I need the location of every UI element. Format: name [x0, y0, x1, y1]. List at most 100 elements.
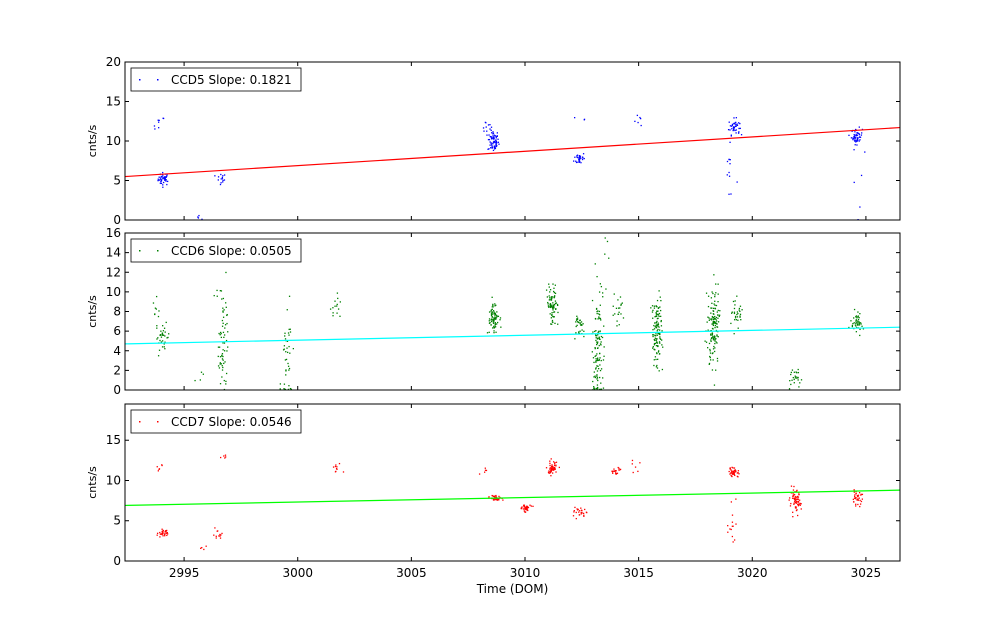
data-point — [705, 292, 708, 294]
data-point — [552, 304, 554, 306]
data-point — [156, 338, 158, 340]
data-point — [491, 145, 493, 147]
data-point — [737, 470, 740, 472]
data-point — [162, 175, 164, 177]
data-point — [159, 179, 161, 181]
data-point — [226, 322, 228, 325]
data-point — [605, 288, 607, 290]
fit-line — [125, 489, 900, 507]
data-point — [733, 312, 736, 315]
data-point — [198, 214, 200, 217]
data-point — [798, 492, 800, 494]
data-point — [860, 134, 863, 136]
data-point — [335, 467, 338, 470]
data-point — [796, 377, 798, 379]
data-point — [592, 357, 595, 359]
data-point — [495, 145, 497, 148]
data-point — [653, 339, 655, 341]
data-point — [710, 319, 713, 321]
data-point — [490, 319, 492, 321]
data-point — [639, 116, 641, 119]
data-point — [161, 528, 163, 530]
data-point — [734, 125, 736, 128]
data-point — [596, 335, 598, 337]
data-point — [575, 332, 577, 334]
data-point — [854, 139, 857, 141]
data-point — [494, 322, 496, 324]
data-point — [598, 330, 600, 333]
legend-marker — [139, 421, 141, 423]
data-point — [859, 505, 861, 508]
data-point — [490, 144, 493, 146]
data-point — [550, 475, 552, 477]
data-point — [854, 131, 856, 133]
data-point — [611, 470, 613, 472]
data-point — [712, 310, 714, 312]
data-point — [595, 358, 597, 360]
data-point — [494, 313, 497, 316]
data-point — [711, 337, 713, 339]
data-point — [486, 134, 488, 136]
data-point — [656, 338, 658, 340]
data-point — [858, 323, 860, 325]
data-point — [853, 308, 856, 311]
data-point — [490, 318, 493, 320]
data-point — [497, 138, 499, 140]
data-point — [853, 149, 855, 151]
data-point — [551, 467, 553, 470]
data-point — [713, 303, 715, 305]
data-point — [797, 371, 800, 374]
data-point — [729, 468, 732, 470]
data-point — [488, 134, 490, 136]
data-point — [854, 140, 856, 142]
data-point — [710, 340, 712, 343]
data-point — [161, 531, 163, 533]
data-point — [492, 303, 494, 306]
data-point — [654, 316, 656, 318]
data-point — [734, 304, 736, 306]
data-point — [490, 142, 492, 144]
data-point — [857, 139, 859, 141]
data-point — [524, 508, 526, 510]
data-point — [581, 156, 584, 158]
data-point — [488, 320, 490, 322]
data-point — [221, 358, 224, 360]
data-point — [858, 136, 861, 138]
y-tick-label: 12 — [106, 265, 121, 279]
data-point — [794, 499, 796, 501]
data-point — [220, 332, 222, 335]
legend-box — [130, 67, 302, 92]
data-point — [715, 341, 717, 343]
data-point — [600, 382, 602, 384]
data-point — [860, 323, 862, 325]
data-point — [164, 335, 166, 337]
data-point — [598, 317, 600, 319]
data-point — [734, 129, 736, 132]
data-point — [595, 330, 597, 332]
data-point — [796, 501, 798, 503]
data-point — [655, 344, 658, 347]
data-point — [799, 382, 801, 384]
data-point — [620, 304, 622, 306]
data-point — [165, 180, 167, 182]
data-point — [492, 327, 494, 329]
data-point — [796, 502, 798, 504]
data-point — [526, 506, 528, 508]
data-point — [224, 327, 226, 329]
data-point — [857, 320, 859, 322]
data-point — [738, 127, 740, 130]
data-point — [733, 126, 736, 129]
data-point — [493, 136, 495, 138]
data-point — [575, 321, 577, 323]
data-point — [164, 176, 167, 178]
data-point — [520, 507, 522, 510]
data-point — [857, 503, 859, 506]
data-point — [224, 361, 226, 363]
data-point — [855, 316, 857, 318]
data-point — [716, 326, 719, 328]
data-point — [553, 311, 555, 313]
data-point — [658, 315, 660, 318]
data-point — [729, 473, 731, 475]
data-point — [613, 293, 615, 295]
data-point — [492, 318, 494, 321]
